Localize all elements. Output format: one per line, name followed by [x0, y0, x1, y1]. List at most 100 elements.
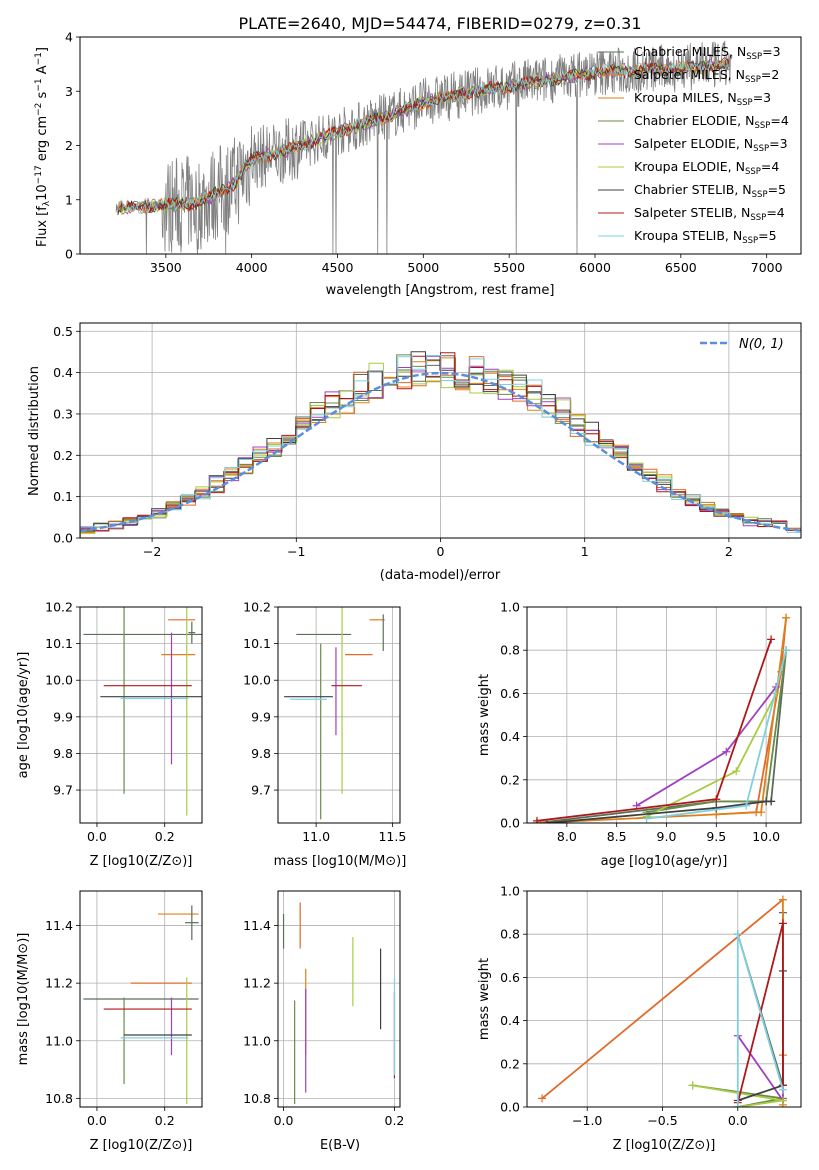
mass-weight-marker: [782, 613, 791, 622]
y-tick-label: 0.0: [53, 531, 73, 546]
mass-weight-series: [546, 800, 772, 823]
mass-weight-marker: [757, 808, 766, 817]
y-tick-label: 0.0: [500, 1100, 520, 1115]
y-tick-label: 0.4: [500, 729, 520, 744]
mass-weight-vs-age-xlabel: age [log10(age/yr)]: [601, 854, 728, 869]
age-vs-mass-xlabel: mass [log10(M/M⊙)]: [274, 854, 407, 869]
axes-frame: [277, 890, 401, 1108]
axes-frame: [526, 606, 802, 824]
y-tick-label: 10.8: [243, 1091, 271, 1106]
mass-weight-vs-age-ylabel: mass weight: [477, 674, 492, 756]
x-tick-label: 0: [437, 544, 445, 559]
mass-weight-series: [541, 898, 784, 1100]
plot-content: [284, 607, 385, 820]
y-tick-label: 10.1: [45, 636, 73, 651]
x-tick-label: 5000: [407, 260, 439, 275]
mass-weight-marker: [742, 801, 751, 810]
mass-weight-series: [736, 912, 784, 1086]
spectrum-xlabel: wavelength [Angstrom, rest frame]: [326, 283, 555, 298]
residuals-xlabel: (data-model)/error: [380, 568, 501, 583]
y-tick-label: 0.5: [53, 324, 73, 339]
y-tick-label: 10.2: [45, 600, 73, 615]
mass-weight-marker: [767, 797, 776, 806]
age-vs-Z-xlabel: Z [log10(Z/Z⊙)]: [90, 854, 193, 869]
axes-frame: [79, 606, 203, 824]
y-tick-label: 11.0: [243, 1033, 271, 1048]
x-tick-label: −1: [287, 544, 305, 559]
mass-weight-marker: [778, 919, 787, 928]
mass-weight-marker: [782, 646, 791, 655]
x-tick-label: 8.0: [557, 829, 577, 844]
x-tick-label: 4000: [236, 260, 268, 275]
plot-content: [538, 895, 787, 1107]
panel-age-vs-Z: 0.0 0.2 9.7 9.8 9.9 10.0 10.1 10.2: [45, 600, 203, 844]
legend-entry: Kroupa ELODIE, NSSP=4: [634, 159, 779, 177]
legend-entry: Chabrier STELIB, NSSP=5: [634, 182, 786, 200]
mass-weight-series: [737, 970, 784, 1104]
x-tick-label: −0.5: [647, 1113, 677, 1128]
panel-mass-vs-Z: 0.0 0.2 10.8 11.0 11.2 11.4: [45, 890, 203, 1128]
mass-vs-Z-xlabel: Z [log10(Z/Z⊙)]: [90, 1138, 193, 1153]
x-tick-label: 9.5: [706, 829, 726, 844]
mass-weight-marker: [688, 1081, 697, 1090]
legend-entry: Salpeter MILES, NSSP=2: [634, 67, 779, 85]
y-tick-label: 11.2: [45, 976, 73, 991]
legend-entry: Kroupa MILES, NSSP=3: [634, 90, 771, 108]
axes-frame: [526, 890, 802, 1108]
legend-entry: Salpeter STELIB, NSSP=4: [634, 205, 785, 223]
y-tick-label: 10.8: [45, 1091, 73, 1106]
y-tick-label: 9.7: [53, 783, 73, 798]
normal-curve-legend-label: N(0, 1): [739, 337, 784, 352]
residual-histogram: [80, 355, 801, 538]
x-tick-label: 0.2: [385, 1113, 405, 1128]
x-tick-label: 8.5: [607, 829, 627, 844]
panel-mass-vs-ebv: 0.0 0.2 10.8 11.0 11.2 11.4: [243, 890, 405, 1128]
panel-residuals: −2 −1 0 1 2 0.0 0.1 0.2 0.3 0.4 0.5 (data-model)/e…: [27, 322, 802, 583]
y-tick-label: 9.8: [251, 746, 271, 761]
plot-content: [532, 613, 791, 823]
plot-content: [83, 905, 199, 1105]
mass-weight-marker: [778, 895, 787, 904]
y-tick-label: 10.0: [243, 673, 271, 688]
y-tick-label: 1: [65, 192, 73, 207]
x-tick-label: 0.0: [87, 829, 107, 844]
normal-curve: [80, 371, 801, 533]
y-tick-label: 1.0: [500, 600, 520, 615]
y-tick-label: 10.2: [243, 600, 271, 615]
y-tick-label: 0.1: [53, 489, 73, 504]
mass-weight-series: [636, 686, 777, 807]
y-tick-label: 0.4: [53, 365, 73, 380]
mass-weight-series: [646, 650, 787, 814]
y-tick-label: 10.0: [45, 673, 73, 688]
x-tick-label: 11.5: [378, 829, 406, 844]
x-tick-label: −1.0: [572, 1113, 602, 1128]
legend-entry: Kroupa STELIB, NSSP=5: [634, 228, 777, 246]
mass-weight-marker: [722, 747, 731, 756]
x-tick-label: 3500: [150, 260, 182, 275]
panel-mass-weight-vs-Z: −1.0 −0.5 0.0 0.0 0.2 0.4 0.6 0.8 1.0: [500, 884, 802, 1128]
y-tick-label: 0.8: [500, 927, 520, 942]
y-tick-label: 11.0: [45, 1033, 73, 1048]
x-tick-label: 10.0: [752, 829, 780, 844]
model-spectrum-line: [117, 58, 730, 215]
mass-weight-marker: [733, 930, 742, 939]
y-tick-label: 10.1: [243, 636, 271, 651]
observed-spectrum-line: [115, 40, 733, 254]
plot-content: [80, 351, 801, 538]
x-tick-label: 4500: [322, 260, 354, 275]
mass-weight-marker: [732, 767, 741, 776]
x-tick-label: 0.0: [728, 1113, 748, 1128]
mass-weight-vs-Z-xlabel: Z [log10(Z/Z⊙)]: [613, 1138, 716, 1153]
plot-content: [115, 40, 733, 254]
mass-weight-marker: [538, 1094, 547, 1103]
x-tick-label: 7000: [751, 260, 783, 275]
residuals-legend: N(0, 1): [700, 337, 784, 352]
y-tick-label: 2: [65, 138, 73, 153]
spectrum-plot-area: 3500 4000 4500 5000 5500 6000 6500 7000 0 1 2 3 4: [65, 30, 802, 275]
legend-entry: Chabrier ELODIE, NSSP=4: [634, 113, 789, 131]
residual-histogram-area: −2 −1 0 1 2 0.0 0.1 0.2 0.3 0.4 0.5: [53, 322, 802, 559]
y-tick-label: 9.8: [53, 746, 73, 761]
mass-weight-marker: [778, 1096, 787, 1105]
mass-vs-ebv-xlabel: E(B-V): [320, 1138, 360, 1153]
